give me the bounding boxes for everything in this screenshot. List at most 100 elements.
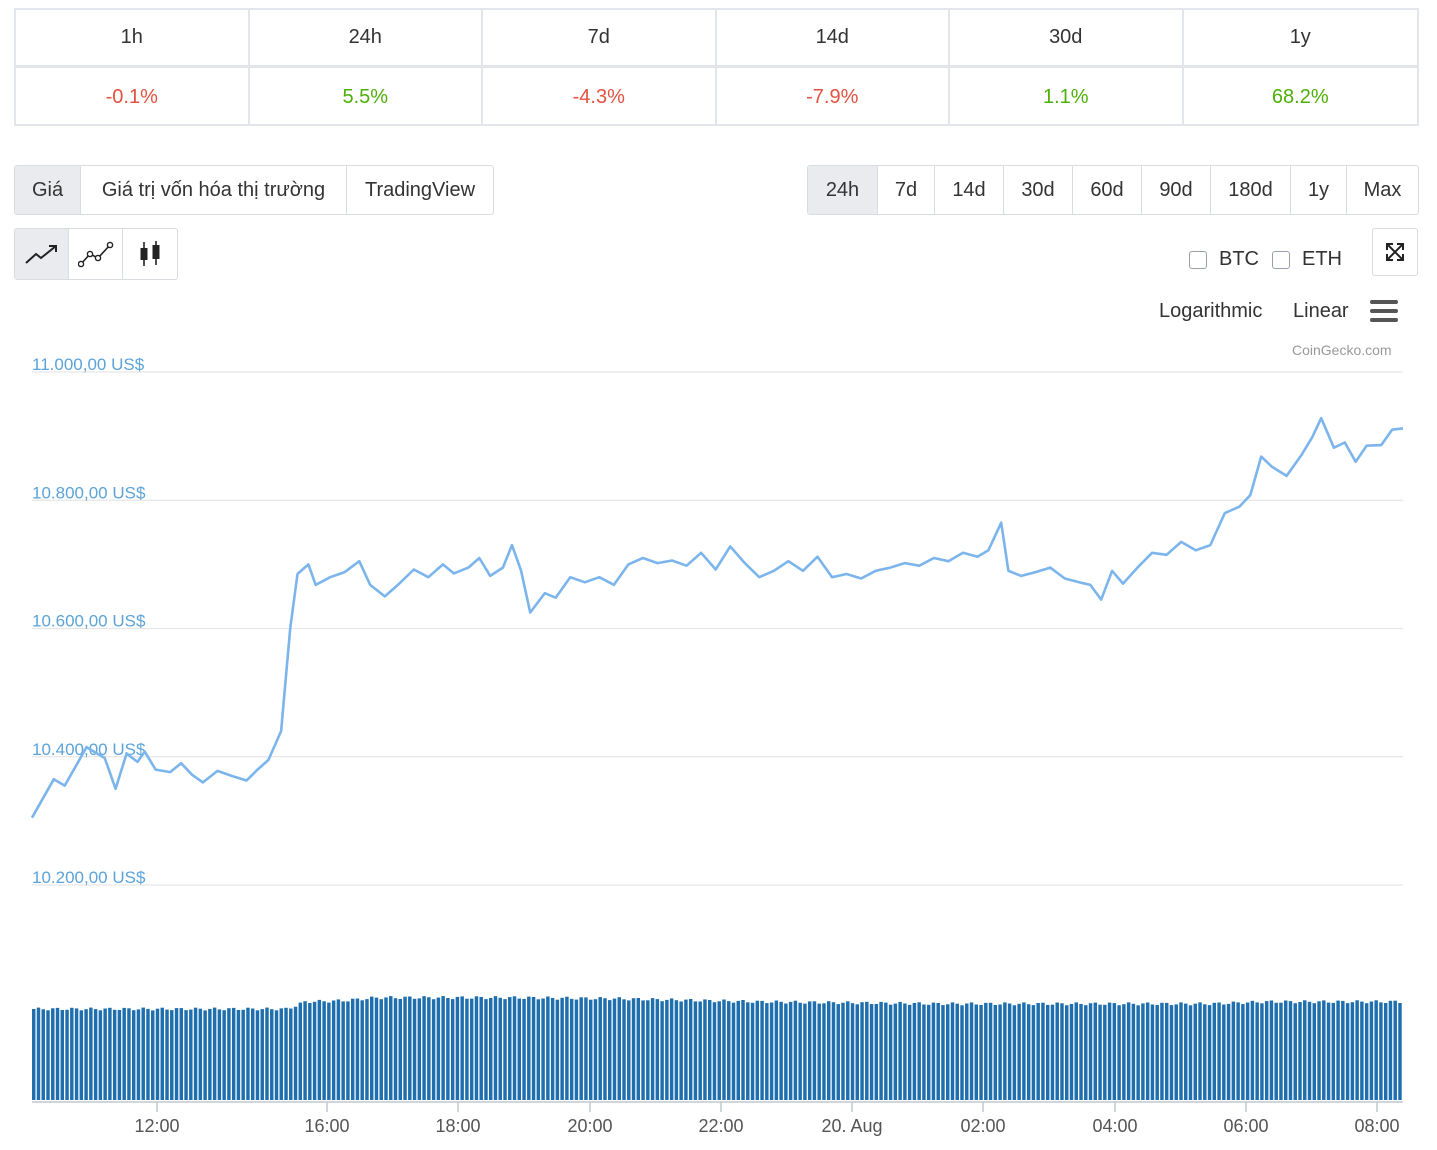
- volume-bar: [331, 1000, 336, 1100]
- volume-bar: [303, 1001, 307, 1100]
- volume-bar: [546, 996, 550, 1100]
- range-30d[interactable]: 30d: [1004, 166, 1073, 214]
- volume-bar: [941, 1005, 945, 1100]
- range-14d[interactable]: 14d: [935, 166, 1004, 214]
- volume-bar: [189, 1009, 193, 1100]
- volume-bar: [1312, 1003, 1317, 1100]
- volume-bar: [1136, 1005, 1140, 1100]
- volume-bar: [774, 1000, 779, 1100]
- volume-bar: [1226, 1003, 1231, 1100]
- volume-bar: [369, 996, 374, 1100]
- volume-bar: [1150, 1004, 1155, 1100]
- volume-bar: [1231, 1001, 1236, 1100]
- volume-bar: [746, 1002, 750, 1100]
- volume-bar: [336, 999, 341, 1100]
- volume-bar: [622, 999, 626, 1100]
- volume-bar: [865, 1001, 869, 1100]
- volume-bar: [617, 997, 621, 1100]
- volume-bar: [1164, 1002, 1169, 1100]
- range-90d[interactable]: 90d: [1142, 166, 1211, 214]
- volume-bar: [431, 999, 436, 1100]
- volume-bar: [1336, 1000, 1340, 1100]
- volume-bar: [32, 1009, 36, 1100]
- volume-bar: [1355, 1000, 1359, 1100]
- eth-checkbox[interactable]: [1272, 250, 1290, 269]
- volume-bar: [122, 1007, 126, 1100]
- logarithmic-scale-button[interactable]: Logarithmic: [1159, 300, 1263, 322]
- volume-bar: [360, 1000, 364, 1100]
- volume-bar: [346, 1001, 350, 1100]
- change-value-24h: 5.5%: [250, 68, 483, 126]
- volume-bar: [965, 1003, 969, 1100]
- point-line-icon: [77, 241, 113, 268]
- volume-bar: [1050, 1004, 1055, 1100]
- volume-bar: [317, 999, 322, 1100]
- range-24h[interactable]: 24h: [808, 166, 878, 214]
- volume-bar: [1012, 1005, 1017, 1100]
- volume-bar: [922, 1004, 926, 1100]
- candlestick-chart-button[interactable]: [123, 229, 177, 279]
- hamburger-menu-icon[interactable]: [1370, 300, 1398, 322]
- change-header-7d: 7d: [483, 10, 717, 68]
- change-value-14d: -7.9%: [717, 68, 950, 126]
- compare-eth[interactable]: ETH: [1272, 248, 1342, 271]
- volume-bar: [393, 998, 398, 1100]
- volume-bar: [479, 997, 483, 1100]
- volume-bar: [436, 997, 441, 1100]
- volume-bar: [769, 1002, 774, 1100]
- volume-bar: [793, 1000, 798, 1100]
- volume-bar: [389, 996, 393, 1100]
- volume-bar: [1003, 1002, 1007, 1100]
- line-chart-button[interactable]: [15, 229, 69, 279]
- volume-bar: [422, 996, 426, 1100]
- volume-bar: [517, 998, 522, 1100]
- volume-bar: [969, 1002, 974, 1100]
- volume-bar: [560, 997, 564, 1100]
- range-180d[interactable]: 180d: [1211, 166, 1291, 214]
- range-1y[interactable]: 1y: [1291, 166, 1347, 214]
- range-7d[interactable]: 7d: [878, 166, 935, 214]
- volume-bar: [1217, 1002, 1221, 1100]
- y-axis-label: 10.600,00 US$: [32, 612, 146, 631]
- price-change-table: 1h 24h 7d 14d 30d 1y -0.1% 5.5% -4.3% -7…: [14, 8, 1419, 126]
- x-axis-label: 18:00: [435, 1116, 480, 1136]
- volume-bar: [1198, 1002, 1202, 1100]
- volume-bar: [455, 996, 460, 1100]
- linear-scale-button[interactable]: Linear: [1293, 300, 1349, 322]
- chart-credits[interactable]: CoinGecko.com: [1292, 342, 1392, 358]
- volume-bar: [846, 1001, 850, 1100]
- volume-bar: [474, 996, 479, 1100]
- range-60d[interactable]: 60d: [1073, 166, 1142, 214]
- volume-bar: [460, 996, 464, 1100]
- volume-bar: [93, 1009, 98, 1100]
- volume-bar: [1107, 1002, 1112, 1100]
- range-max[interactable]: Max: [1363, 178, 1402, 201]
- compare-btc[interactable]: BTC: [1189, 248, 1259, 271]
- volume-bar: [684, 999, 688, 1100]
- btc-checkbox[interactable]: [1189, 250, 1207, 269]
- volume-bar: [469, 998, 474, 1100]
- volume-bar: [912, 1003, 917, 1100]
- volume-bar: [579, 997, 583, 1100]
- volume-bar: [1245, 1002, 1250, 1100]
- tab-tradingview[interactable]: TradingView: [364, 178, 476, 201]
- volume-bar: [674, 1000, 679, 1100]
- volume-bar: [355, 998, 360, 1100]
- volume-bar: [1241, 1004, 1245, 1100]
- fullscreen-button[interactable]: [1372, 228, 1418, 276]
- volume-bar: [1360, 1001, 1364, 1100]
- volume-bar: [1122, 1004, 1126, 1100]
- volume-bar: [322, 1001, 326, 1100]
- x-axis-label: 08:00: [1354, 1116, 1399, 1136]
- volume-bar: [803, 1003, 807, 1100]
- point-line-chart-button[interactable]: [69, 229, 123, 279]
- x-axis-label: 06:00: [1223, 1116, 1268, 1136]
- volume-bar: [503, 999, 507, 1100]
- volume-bar: [212, 1007, 217, 1100]
- tab-price[interactable]: Giá: [15, 166, 81, 214]
- volume-bar: [203, 1010, 207, 1100]
- volume-bar: [1260, 1003, 1264, 1100]
- tab-market-cap[interactable]: Giá trị vốn hóa thị trường: [81, 166, 347, 214]
- volume-bar: [1288, 1001, 1293, 1100]
- volume-bar: [679, 1001, 683, 1100]
